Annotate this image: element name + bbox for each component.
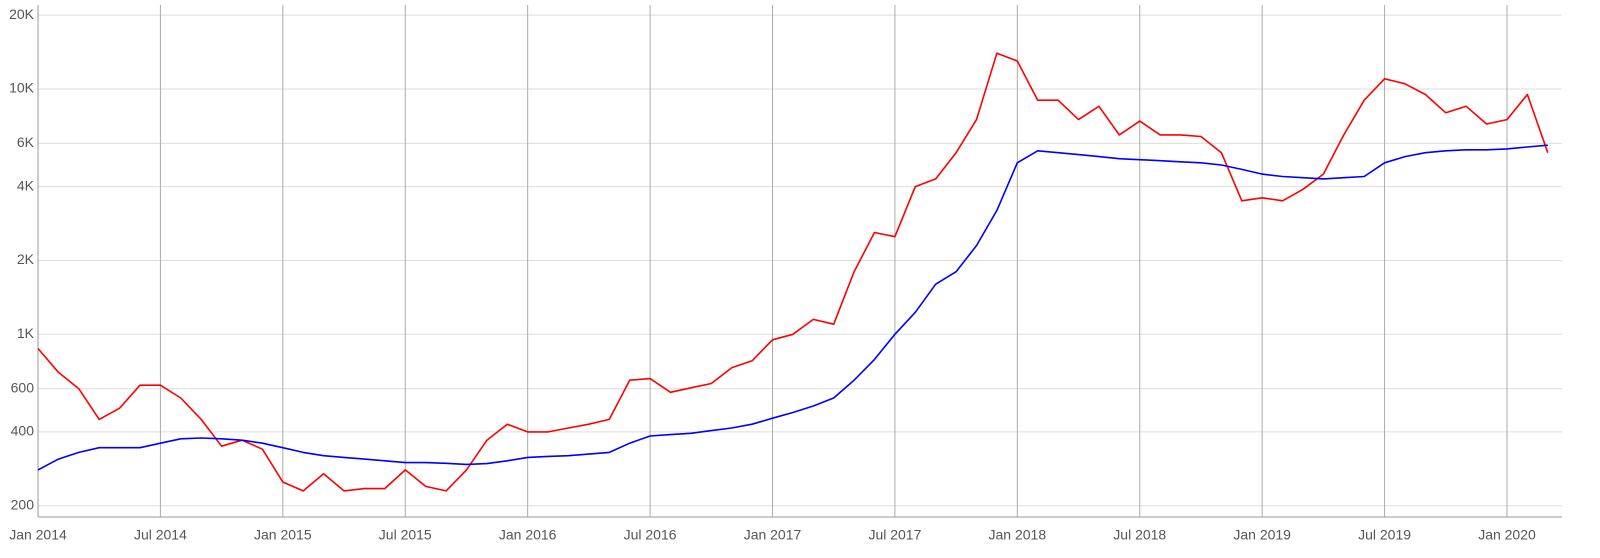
y-tick-label: 4K xyxy=(17,177,35,193)
y-tick-label: 10K xyxy=(9,80,35,96)
y-tick-label: 600 xyxy=(11,379,35,395)
series-line xyxy=(37,52,1549,492)
y-tick-label: 6K xyxy=(17,134,35,150)
y-tick-label: 20K xyxy=(9,6,35,22)
x-tick-label: Jan 2016 xyxy=(499,527,557,543)
grid xyxy=(37,5,1562,517)
y-tick-label: 2K xyxy=(17,251,35,267)
x-tick-label: Jul 2014 xyxy=(134,527,187,543)
x-tick-label: Jul 2019 xyxy=(1358,527,1411,543)
x-tick-label: Jul 2015 xyxy=(379,527,432,543)
x-tick-label: Jan 2017 xyxy=(744,527,802,543)
x-tick-label: Jan 2015 xyxy=(254,527,312,543)
x-tick-label: Jul 2017 xyxy=(868,527,921,543)
x-tick-label: Jan 2018 xyxy=(989,527,1047,543)
series-line xyxy=(37,144,1548,471)
x-tick-label: Jul 2018 xyxy=(1113,527,1166,543)
y-tick-label: 200 xyxy=(11,496,35,512)
x-tick-label: Jul 2016 xyxy=(624,527,677,543)
x-tick-label: Jan 2020 xyxy=(1478,527,1536,543)
x-tick-label: Jan 2014 xyxy=(9,527,67,543)
y-tick-label: 400 xyxy=(11,423,35,439)
y-tick-label: 1K xyxy=(17,325,35,341)
x-tick-label: Jan 2019 xyxy=(1233,527,1291,543)
plot: 200 400 600 1K 2K 4K 6K 10K 20K Jan 2014 Jul 2014 J… xyxy=(9,6,1549,543)
